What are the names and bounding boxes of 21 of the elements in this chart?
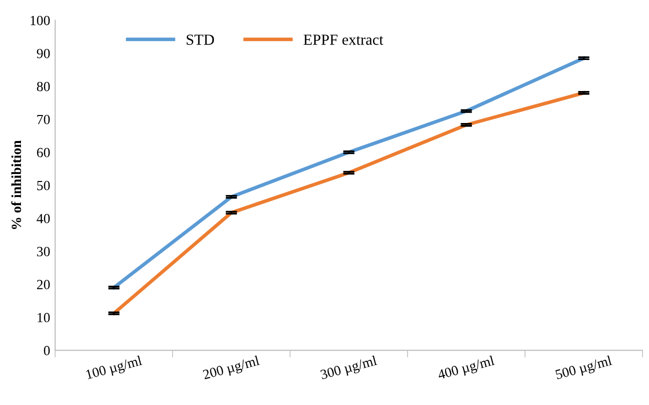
y-tick-label: 60: [37, 148, 50, 158]
line-series: [112, 56, 586, 290]
x-tick-label: 400 µg/ml: [437, 355, 496, 382]
x-tick-label: 300 µg/ml: [320, 355, 378, 382]
y-tick-label: 100: [30, 16, 50, 26]
y-tick-label: 40: [36, 214, 50, 224]
y-tick-label: 70: [37, 114, 50, 124]
y-axis-title: % of inhibition: [11, 140, 22, 230]
y-tick-label: 90: [36, 48, 50, 58]
y-tick-label: 10: [38, 312, 50, 322]
y-tick-label: 20: [37, 280, 50, 290]
y-tick-label: 30: [37, 246, 50, 256]
x-tick-label: 100 µg/ml: [86, 355, 144, 382]
x-tick-label: 200 µg/ml: [202, 355, 261, 382]
y-tick-label: 50: [37, 180, 50, 190]
legend-label: EPPF extract: [304, 34, 384, 45]
line-series: [112, 91, 586, 316]
legend-label: STD: [186, 34, 214, 45]
y-tick-label: 0: [44, 346, 50, 356]
x-tick-label: 500 µg/ml: [555, 355, 614, 382]
y-tick-label: 80: [36, 82, 50, 92]
